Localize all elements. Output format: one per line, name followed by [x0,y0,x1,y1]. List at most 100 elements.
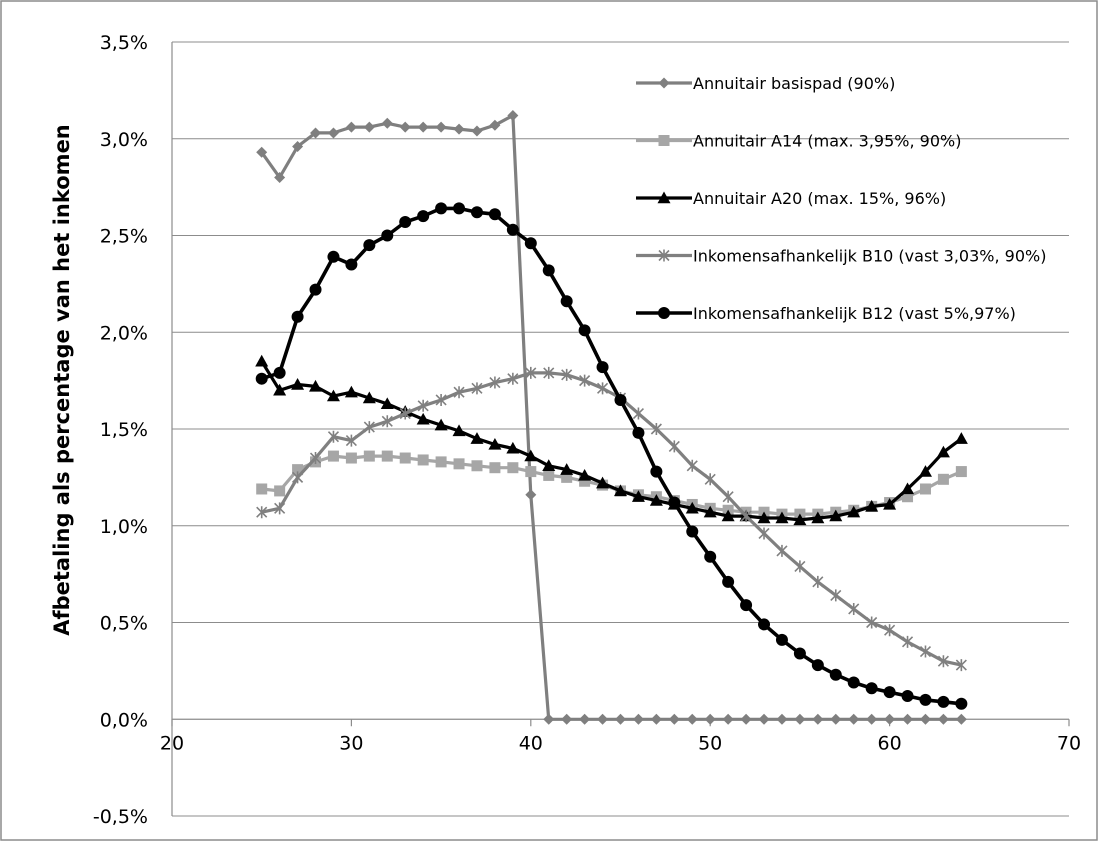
x-tick-label: 50 [698,732,722,754]
data-point [793,513,807,526]
data-point [918,465,932,477]
data-point [399,452,411,464]
data-point [793,647,806,660]
data-point [866,616,878,629]
data-point [614,393,627,406]
data-point [936,445,950,458]
data-point [937,655,949,668]
series-3 [255,354,968,526]
x-tick-label: 60 [878,732,902,754]
data-point [470,206,483,219]
data-point [453,123,465,135]
data-point [919,645,932,658]
data-point [488,437,502,450]
data-point [381,450,393,462]
data-point [686,459,698,472]
data-point [848,713,860,725]
data-point [650,423,662,435]
data-point [274,171,286,183]
y-tick-label: -0,5% [93,806,148,828]
data-point [866,713,878,725]
y-tick-label: 3,5% [100,32,148,54]
data-point [884,713,896,725]
data-point [579,713,591,725]
data-point [722,490,734,503]
data-point [345,434,357,447]
data-point [256,146,268,158]
data-point [686,713,698,725]
data-point [399,121,411,133]
series-line [260,360,963,522]
data-point [703,505,717,518]
data-point [452,424,466,437]
data-point [811,659,824,672]
data-point [256,506,268,519]
legend-entry: Annuitair basispad (90%) [636,74,895,93]
x-tick-label: 40 [519,732,543,754]
data-point [525,489,537,501]
data-point [954,432,968,444]
data-point [273,383,287,396]
data-point [632,426,645,439]
data-point [847,676,860,689]
data-point [470,432,484,444]
data-point [326,389,340,402]
data-point [704,550,717,563]
legend-entry: Inkomensafhankelijk B10 (vast 3,03%, 90%… [636,247,1046,266]
y-tick-label: 0,0% [100,709,148,731]
data-point [363,239,376,252]
data-point [488,208,501,221]
data-point [884,624,896,637]
gridlines [172,41,1069,817]
data-point [776,713,788,725]
data-point [596,382,609,395]
data-point [453,458,465,470]
data-point [489,462,501,474]
y-axis-title: Afbetaling als percentage van het inkome… [50,124,74,636]
data-point [489,119,501,131]
data-point [955,466,967,478]
data-point [453,386,465,399]
data-point [543,469,555,481]
data-point [740,713,752,725]
data-point [650,465,663,478]
legend-label: Inkomensafhankelijk B12 (vast 5%,97%) [693,304,1016,323]
data-point [937,473,949,485]
data-point [399,407,411,420]
data-point [758,713,770,725]
legend-marker [658,77,670,89]
data-point [632,407,645,420]
data-point [327,430,340,443]
data-point [310,127,322,139]
data-point [435,121,447,133]
data-point [615,713,626,725]
data-point [883,497,897,510]
data-point [722,575,735,588]
legend-entry: Inkomensafhankelijk B12 (vast 5%,97%) [636,304,1016,323]
data-point [937,713,949,725]
data-point [829,668,842,681]
data-point [506,441,520,454]
data-point [614,484,627,497]
legend-label: Annuitair basispad (90%) [693,74,895,93]
data-point [471,125,483,137]
data-point [775,511,789,524]
data-point [758,527,770,540]
data-point [561,471,573,483]
series-line [261,206,962,706]
data-point [327,250,340,263]
data-point [363,121,375,133]
data-point [291,377,305,390]
series-group [255,110,968,725]
legend-marker [658,307,670,319]
data-point [919,483,931,495]
data-point [274,502,286,515]
series-line [260,113,962,721]
data-point [435,202,448,215]
data-point [525,366,537,379]
data-point [434,418,448,431]
data-point [830,589,842,602]
data-point [435,456,447,468]
